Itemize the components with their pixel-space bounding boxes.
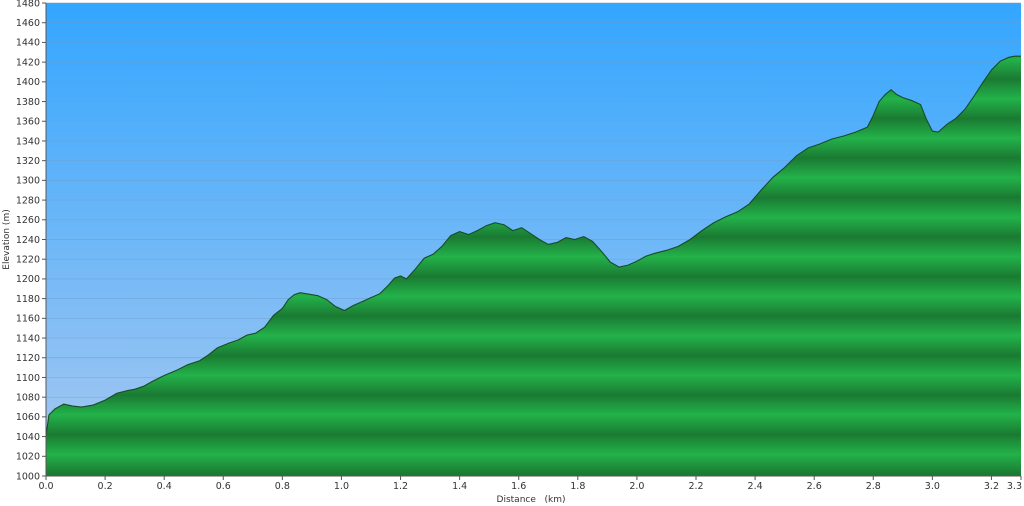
y-tick-label: 1240 <box>16 235 40 246</box>
x-tick-label: 2.4 <box>748 481 763 492</box>
x-tick-label: 1.8 <box>570 481 585 492</box>
x-tick-label: 2.6 <box>807 481 822 492</box>
y-axis-title: Elevation (m) <box>2 209 12 269</box>
x-tick-label: 3.0 <box>925 481 940 492</box>
y-tick-label: 1100 <box>16 373 40 384</box>
x-tick-label: 0.4 <box>157 481 172 492</box>
y-tick-label: 1260 <box>16 215 40 226</box>
y-tick-label: 1320 <box>16 156 40 167</box>
y-tick-label: 1180 <box>16 294 40 305</box>
x-tick-label: 0.0 <box>38 481 53 492</box>
y-tick-label: 1480 <box>16 0 40 9</box>
x-tick-label: 0.2 <box>98 481 113 492</box>
x-tick-label: 3.2 <box>984 481 999 492</box>
y-tick-label: 1280 <box>16 195 40 206</box>
x-tick-label: 1.2 <box>393 481 408 492</box>
elevation-fill <box>46 56 1021 477</box>
y-tick-label: 1060 <box>16 412 40 423</box>
elevation-line <box>45 55 1021 436</box>
x-tick-label: 1.6 <box>511 481 526 492</box>
x-tick-label: 0.6 <box>216 481 231 492</box>
x-axis-title: Distance (km) <box>497 495 566 505</box>
y-tick-label: 1200 <box>16 274 40 285</box>
x-tick-label: 2.8 <box>866 481 881 492</box>
y-tick-label: 1120 <box>16 353 40 364</box>
y-tick-label: 1460 <box>16 18 40 29</box>
x-tick-label: 2.2 <box>688 481 703 492</box>
x-tick-label: 1.4 <box>452 481 467 492</box>
y-tick-label: 1300 <box>16 176 40 187</box>
y-tick-label: 1020 <box>16 452 40 463</box>
y-tick-label: 1360 <box>16 117 40 128</box>
y-tick-label: 1380 <box>16 97 40 108</box>
x-tick-label: 1.0 <box>334 481 349 492</box>
y-tick-label: 1340 <box>16 136 40 147</box>
elevation-area <box>45 55 1021 477</box>
y-tick-label: 1140 <box>16 333 40 344</box>
x-tick-label: 2.0 <box>629 481 644 492</box>
y-tick-label: 1160 <box>16 314 40 325</box>
y-tick-label: 1400 <box>16 77 40 88</box>
x-tick-label: 3.3 <box>1007 481 1022 492</box>
y-tick-label: 1080 <box>16 392 40 403</box>
axes: 1000 1020 1040 1060 1080 1100 1120 1140 1160 1180… <box>16 0 1022 492</box>
y-tick-label: 1040 <box>16 432 40 443</box>
y-tick-label: 1420 <box>16 57 40 68</box>
x-tick-label: 0.8 <box>275 481 290 492</box>
y-tick-label: 1440 <box>16 38 40 49</box>
y-tick-label: 1220 <box>16 255 40 266</box>
y-tick-label: 1000 <box>16 471 40 482</box>
